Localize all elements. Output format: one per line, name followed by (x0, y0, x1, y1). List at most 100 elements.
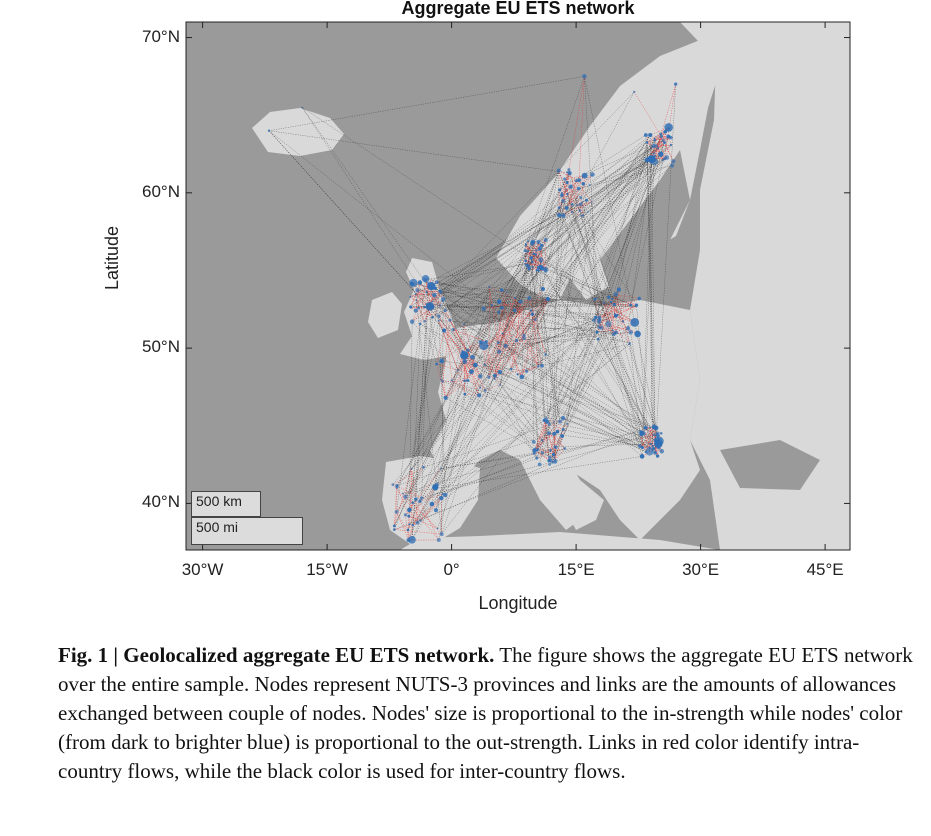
inter-country-link (531, 262, 535, 442)
network-node (407, 507, 412, 513)
network-node (439, 532, 444, 537)
intra-country-link (462, 341, 481, 352)
network-node (532, 448, 537, 453)
inter-country-link (394, 301, 500, 526)
intra-country-link (614, 313, 631, 333)
inter-country-link (467, 331, 631, 351)
network-node (621, 320, 625, 323)
network-node (661, 158, 665, 162)
intra-country-link (483, 298, 548, 309)
intra-country-link (488, 286, 490, 378)
network-node (461, 350, 464, 353)
network-node (558, 419, 562, 424)
intra-country-link (467, 311, 500, 351)
network-node (529, 256, 534, 260)
network-node (436, 527, 439, 530)
inter-country-link (409, 322, 635, 511)
network-node (497, 369, 503, 375)
intra-country-link (484, 337, 525, 365)
inter-country-link (527, 142, 665, 267)
network-node (643, 426, 648, 430)
intra-country-link (576, 180, 592, 203)
inter-country-link (525, 263, 650, 452)
inter-country-link (514, 268, 543, 299)
inter-country-link (484, 390, 543, 441)
inter-country-link (566, 182, 642, 448)
figure: Aggregate EU ETS network (102, 0, 851, 613)
inter-country-link (589, 134, 651, 186)
inter-country-link (534, 328, 629, 454)
intra-country-link (436, 282, 442, 294)
network-node (544, 266, 547, 270)
inter-country-link (527, 127, 669, 267)
network-node (556, 212, 562, 218)
network-node (414, 293, 417, 296)
network-node (630, 317, 640, 327)
chart-title: Aggregate EU ETS network (401, 0, 635, 18)
network-node (655, 432, 659, 436)
network-node (655, 454, 660, 458)
network-node (425, 290, 428, 294)
intra-country-link (408, 515, 421, 521)
inter-country-link (651, 159, 656, 453)
inter-country-link (410, 148, 659, 307)
intra-country-link (527, 251, 541, 266)
intra-country-link (646, 128, 670, 143)
network-node (486, 344, 489, 348)
network-node (582, 214, 585, 217)
inter-country-link (411, 283, 662, 452)
inter-country-link (441, 379, 660, 442)
network-node (423, 319, 426, 323)
x-tick-label: 0° (443, 560, 460, 579)
network-node (403, 513, 407, 517)
intra-country-link (541, 421, 548, 441)
intra-country-link (501, 307, 539, 367)
inter-country-link (440, 293, 543, 366)
network-node (501, 332, 504, 335)
inter-country-link (411, 283, 437, 365)
intra-country-link (641, 444, 661, 448)
inter-country-link (559, 207, 600, 318)
inter-country-link (541, 343, 630, 366)
network-node (493, 378, 496, 380)
intra-country-link (536, 418, 564, 451)
network-node (407, 514, 411, 518)
inter-country-link (417, 343, 630, 523)
intra-country-link (392, 467, 424, 485)
inter-country-link (431, 285, 546, 355)
network-node (505, 291, 508, 294)
inter-country-link (532, 180, 577, 315)
intra-country-link (498, 310, 532, 352)
inter-country-link (434, 157, 667, 296)
land-iberia (382, 456, 480, 544)
network-node (671, 159, 676, 164)
network-node (538, 264, 542, 267)
network-node (575, 204, 578, 206)
network-node (561, 428, 565, 432)
network-node (477, 393, 482, 398)
inter-country-link (538, 197, 581, 244)
network-node (654, 144, 659, 149)
inter-country-link (532, 313, 600, 318)
intra-country-link (653, 131, 666, 154)
inter-country-link (463, 189, 567, 325)
inter-country-link (598, 153, 654, 321)
network-node (414, 497, 418, 501)
inter-country-link (527, 146, 653, 252)
network-node (436, 537, 441, 543)
inter-country-link (505, 345, 661, 445)
inter-country-link (541, 261, 636, 307)
intra-country-link (559, 189, 567, 208)
network-node (490, 304, 493, 307)
inter-country-link (563, 418, 650, 452)
network-node (527, 239, 530, 243)
inter-country-link (432, 158, 665, 318)
intra-country-link (559, 201, 592, 216)
intra-country-link (641, 427, 657, 448)
x-tick-label: 30°W (181, 560, 224, 579)
network-node (578, 209, 582, 212)
network-node (425, 302, 435, 311)
intra-country-link (487, 298, 548, 347)
inter-country-link (464, 195, 563, 356)
network-node (553, 459, 558, 464)
